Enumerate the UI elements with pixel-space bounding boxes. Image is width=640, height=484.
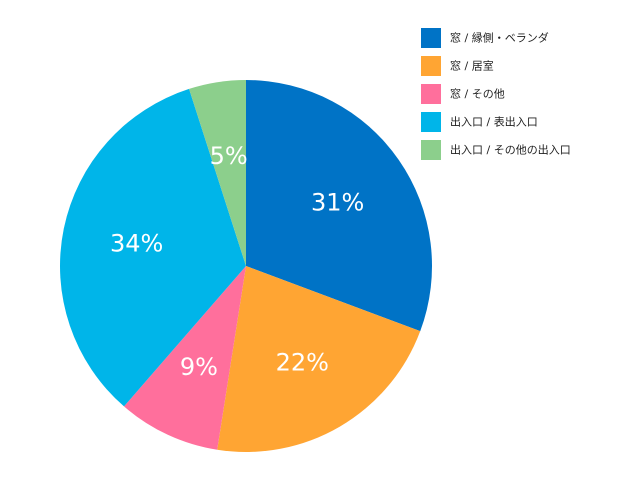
legend-item-4: 出入口 / その他の出入口 [421, 140, 571, 160]
legend-label-0: 窓 / 縁側・ベランダ [450, 31, 549, 45]
pie-slice-label-3: 34% [110, 230, 163, 258]
pie-slices [60, 79, 433, 453]
pie-slice-3 [60, 88, 246, 407]
pie-slice-label-1: 22% [276, 348, 329, 376]
legend-item-3: 出入口 / 表出入口 [421, 112, 538, 132]
pie-slice-0 [246, 79, 433, 332]
legend-item-2: 窓 / その他 [421, 84, 505, 104]
legend-swatch-3 [421, 112, 441, 132]
legend-label-3: 出入口 / 表出入口 [450, 115, 538, 129]
legend-item-1: 窓 / 居室 [421, 56, 494, 76]
legend-swatch-1 [421, 56, 441, 76]
pie-slice-label-0: 31% [311, 188, 364, 216]
pie-slice-label-2: 9% [180, 353, 218, 381]
legend-label-4: 出入口 / その他の出入口 [450, 143, 571, 157]
legend-label-2: 窓 / その他 [450, 87, 505, 101]
legend-swatch-2 [421, 84, 441, 104]
legend-item-0: 窓 / 縁側・ベランダ [421, 28, 549, 48]
pie-slice-1 [217, 266, 421, 453]
legend-label-1: 窓 / 居室 [450, 59, 494, 73]
legend-swatch-4 [421, 140, 441, 160]
pie-slice-2 [124, 266, 246, 450]
legend-swatch-0 [421, 28, 441, 48]
pie-slice-labels: 31% 22% 9% 34% 5% [110, 142, 364, 381]
pie-slice-4 [189, 80, 246, 266]
pie-slice-label-4: 5% [210, 142, 248, 170]
